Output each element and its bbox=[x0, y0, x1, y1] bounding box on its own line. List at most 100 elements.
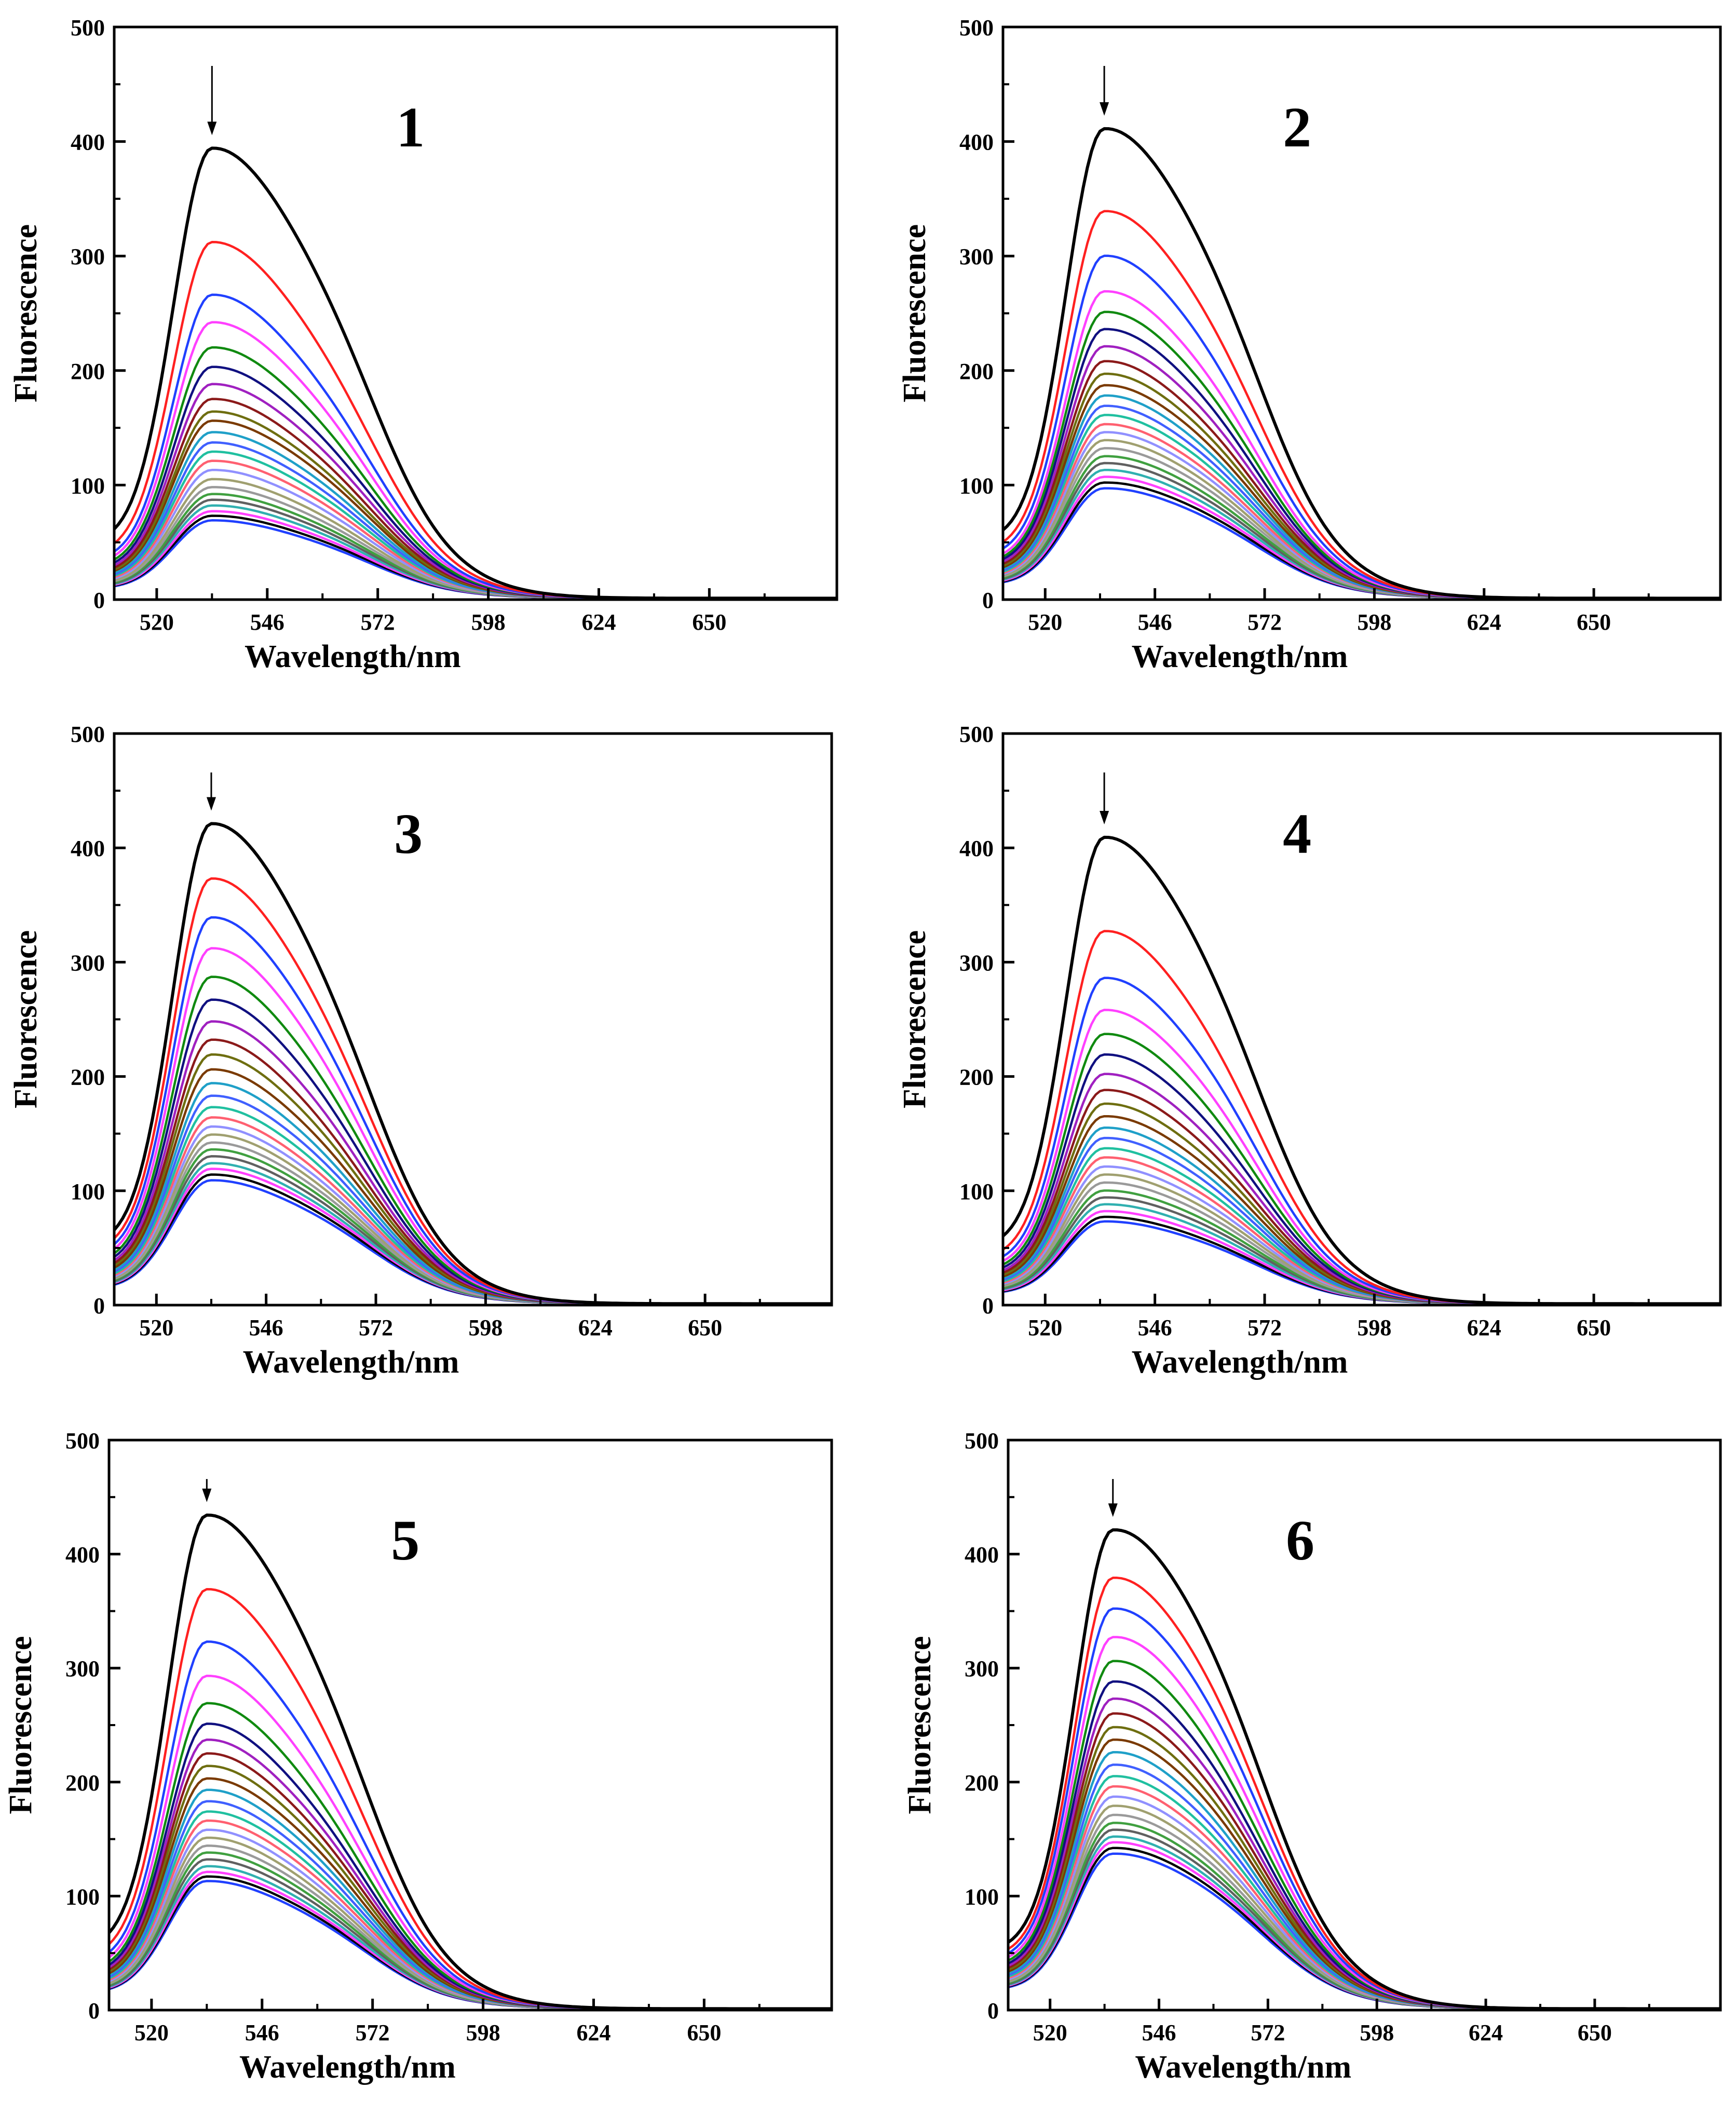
spectrum-line-14 bbox=[114, 459, 837, 600]
x-tick-label: 650 bbox=[692, 609, 726, 635]
y-axis-title: Fluorescence bbox=[3, 1636, 38, 1814]
y-tick-label: 0 bbox=[982, 588, 994, 613]
spectrum-line-3 bbox=[109, 1640, 832, 2010]
spectrum-line-3 bbox=[114, 293, 837, 600]
y-tick-label: 400 bbox=[71, 130, 105, 155]
plot-frame bbox=[1001, 732, 1722, 1307]
plot-frame bbox=[113, 732, 833, 1307]
panel-number-label: 5 bbox=[391, 1509, 419, 1572]
x-tick-label: 572 bbox=[361, 609, 395, 635]
panel-number-label: 6 bbox=[1286, 1509, 1314, 1572]
down-arrow-icon bbox=[1100, 102, 1109, 116]
spectrum-line-5 bbox=[109, 1702, 832, 2010]
y-axis-title: Fluorescence bbox=[8, 930, 44, 1108]
y-tick-label: 100 bbox=[71, 1179, 105, 1204]
spectrum-line-5 bbox=[1003, 310, 1720, 600]
panel-number-label: 2 bbox=[1283, 96, 1311, 159]
down-arrow-icon bbox=[206, 797, 216, 811]
spectrum-line-1 bbox=[114, 146, 837, 600]
x-tick-label: 520 bbox=[139, 1315, 173, 1340]
y-tick-label: 500 bbox=[965, 1428, 999, 1454]
down-arrow-icon bbox=[1100, 810, 1109, 824]
series-group bbox=[114, 822, 832, 1305]
chart-panel-4: 520 546 572 598 624 650 0 100 200 300 400 500 Wavele… bbox=[897, 722, 1722, 1380]
y-tick-label: 500 bbox=[71, 722, 105, 747]
x-tick-label: 598 bbox=[468, 1315, 503, 1340]
y-tick-label: 0 bbox=[987, 1998, 999, 2024]
x-axis-title: Wavelength/nm bbox=[1132, 1345, 1348, 1380]
x-tick-label: 572 bbox=[359, 1315, 393, 1340]
spectrum-line-7 bbox=[114, 383, 837, 600]
spectrum-line-1 bbox=[1008, 1528, 1720, 2010]
x-tick-label: 572 bbox=[1247, 609, 1282, 635]
y-tick-label: 0 bbox=[93, 588, 105, 613]
y-tick-label: 400 bbox=[65, 1542, 100, 1568]
down-arrow-icon bbox=[1108, 1503, 1118, 1517]
y-axis-title: Fluorescence bbox=[902, 1636, 938, 1814]
y-tick-label: 300 bbox=[65, 1656, 100, 1681]
x-axis-title: Wavelength/nm bbox=[245, 639, 461, 674]
x-tick-label: 572 bbox=[1251, 2020, 1285, 2045]
y-tick-label: 400 bbox=[965, 1542, 999, 1568]
spectrum-line-9 bbox=[1008, 1726, 1720, 2010]
y-tick-label: 200 bbox=[959, 359, 994, 384]
x-tick-label: 598 bbox=[1360, 2020, 1394, 2045]
spectrum-line-11 bbox=[114, 1082, 832, 1305]
x-tick-label: 520 bbox=[140, 609, 174, 635]
series-group bbox=[1008, 1528, 1720, 2010]
x-tick-label: 520 bbox=[1028, 609, 1062, 635]
x-tick-label: 546 bbox=[1142, 2020, 1176, 2045]
y-axis-title: Fluorescence bbox=[897, 224, 932, 402]
y-tick-label: 500 bbox=[959, 722, 994, 747]
y-tick-label: 300 bbox=[959, 244, 994, 269]
spectrum-line-10 bbox=[114, 1068, 832, 1305]
x-axis-title: Wavelength/nm bbox=[239, 2050, 456, 2085]
chart-panel-2: 520 546 572 598 624 650 0 100 200 300 400 500 Wavele… bbox=[897, 15, 1722, 674]
x-tick-label: 624 bbox=[581, 609, 616, 635]
y-tick-label: 0 bbox=[93, 1293, 105, 1319]
spectrum-line-6 bbox=[1008, 1680, 1720, 2010]
chart-panel-3: 520 546 572 598 624 650 0 100 200 300 400 500 Wavele… bbox=[8, 722, 833, 1380]
y-tick-label: 200 bbox=[71, 359, 105, 384]
spectrum-line-4 bbox=[1003, 290, 1720, 600]
spectrum-line-14 bbox=[109, 1819, 832, 2010]
chart-panel-1: 520 546 572 598 624 650 0 100 200 300 400 500 Wavele… bbox=[8, 15, 838, 674]
y-tick-label: 400 bbox=[959, 836, 994, 861]
x-tick-label: 598 bbox=[471, 609, 506, 635]
y-tick-label: 100 bbox=[965, 1884, 999, 1909]
y-tick-label: 0 bbox=[88, 1998, 100, 2024]
y-tick-label: 0 bbox=[982, 1293, 994, 1319]
y-tick-label: 300 bbox=[965, 1656, 999, 1681]
spectrum-line-8 bbox=[1008, 1712, 1720, 2010]
x-tick-label: 624 bbox=[1469, 2020, 1503, 2045]
y-tick-label: 200 bbox=[965, 1770, 999, 1796]
x-tick-label: 624 bbox=[1467, 1315, 1501, 1340]
series-group bbox=[109, 1513, 832, 2010]
panel-number-label: 4 bbox=[1283, 802, 1311, 865]
y-tick-label: 300 bbox=[71, 950, 105, 975]
x-tick-label: 650 bbox=[1577, 1315, 1611, 1340]
down-arrow-icon bbox=[202, 1488, 212, 1502]
x-tick-label: 572 bbox=[356, 2020, 390, 2045]
spectrum-line-8 bbox=[114, 1038, 832, 1305]
y-tick-label: 200 bbox=[65, 1770, 100, 1796]
spectrum-line-7 bbox=[1003, 1073, 1720, 1305]
y-tick-label: 300 bbox=[959, 950, 994, 975]
x-tick-label: 598 bbox=[1357, 609, 1391, 635]
y-tick-label: 300 bbox=[71, 244, 105, 269]
x-tick-label: 520 bbox=[134, 2020, 169, 2045]
y-axis-title: Fluorescence bbox=[897, 930, 932, 1108]
x-tick-label: 546 bbox=[250, 609, 284, 635]
chart-panel-5: 520 546 572 598 624 650 0 100 200 300 400 500 Wavele… bbox=[3, 1428, 833, 2085]
x-tick-label: 650 bbox=[687, 2020, 721, 2045]
x-tick-label: 546 bbox=[245, 2020, 279, 2045]
spectrum-line-10 bbox=[1003, 1115, 1720, 1305]
y-tick-label: 400 bbox=[959, 130, 994, 155]
x-tick-label: 650 bbox=[1578, 2020, 1612, 2045]
panel-number-label: 1 bbox=[396, 96, 425, 159]
x-tick-label: 520 bbox=[1028, 1315, 1062, 1340]
spectrum-line-1 bbox=[114, 822, 832, 1305]
y-tick-label: 200 bbox=[71, 1065, 105, 1090]
y-tick-label: 100 bbox=[71, 473, 105, 498]
